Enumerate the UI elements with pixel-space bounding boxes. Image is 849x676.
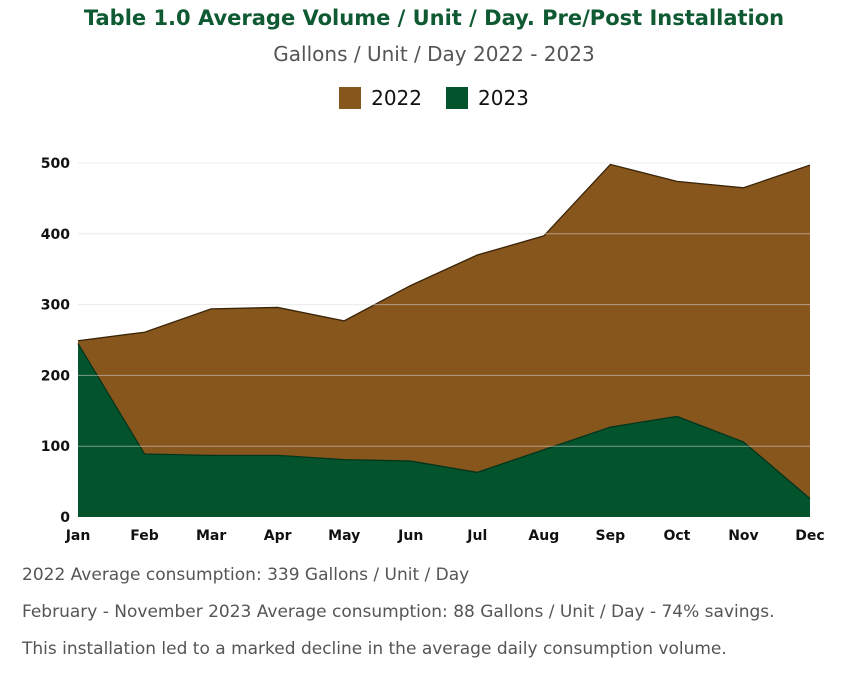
x-tick-label-sep: Sep <box>596 528 626 544</box>
legend: 2022 2023 <box>0 86 849 110</box>
x-tick-label-apr: Apr <box>264 528 292 544</box>
chart-title: Table 1.0 Average Volume / Unit / Day. P… <box>83 6 785 30</box>
x-tick-label-jan: Jan <box>65 528 91 544</box>
x-tick-label-jun: Jun <box>397 528 423 544</box>
x-tick-label-dec: Dec <box>795 528 824 544</box>
legend-item-2023: 2023 <box>446 86 529 110</box>
x-tick-label-aug: Aug <box>528 528 559 544</box>
x-tick-label-may: May <box>328 528 360 544</box>
area-chart: 0 100 200 300 400 500 Jan Feb Mar Apr May Jun Jul Aug… <box>41 156 825 544</box>
area-2023 <box>78 343 810 517</box>
y-tick-label-100: 100 <box>41 439 70 455</box>
y-tick-label-500: 500 <box>41 156 70 172</box>
x-tick-label-oct: Oct <box>663 528 690 544</box>
note-2022-average: 2022 Average consumption: 339 Gallons / … <box>22 565 470 585</box>
line-2023 <box>77 343 811 500</box>
x-tick-label-mar: Mar <box>196 528 226 544</box>
y-tick-label-300: 300 <box>41 298 70 314</box>
note-2023-average: February - November 2023 Average consump… <box>22 602 775 622</box>
legend-label-2023: 2023 <box>478 86 529 110</box>
x-tick-label-nov: Nov <box>728 528 758 544</box>
y-tick-label-200: 200 <box>41 368 70 384</box>
x-tick-label-feb: Feb <box>130 528 159 544</box>
y-tick-label-400: 400 <box>41 227 70 243</box>
notes: 2022 Average consumption: 339 Gallons / … <box>22 565 775 676</box>
line-2022 <box>77 163 811 342</box>
legend-item-2022: 2022 <box>339 86 422 110</box>
legend-swatch-2022 <box>339 87 362 109</box>
note-conclusion: This installation led to a marked declin… <box>22 639 727 659</box>
legend-label-2022: 2022 <box>371 86 422 110</box>
chart-subtitle: Gallons / Unit / Day 2022 - 2023 <box>273 42 595 66</box>
y-tick-label-0: 0 <box>60 510 70 526</box>
x-tick-label-jul: Jul <box>466 528 487 544</box>
legend-swatch-2023 <box>446 87 468 109</box>
